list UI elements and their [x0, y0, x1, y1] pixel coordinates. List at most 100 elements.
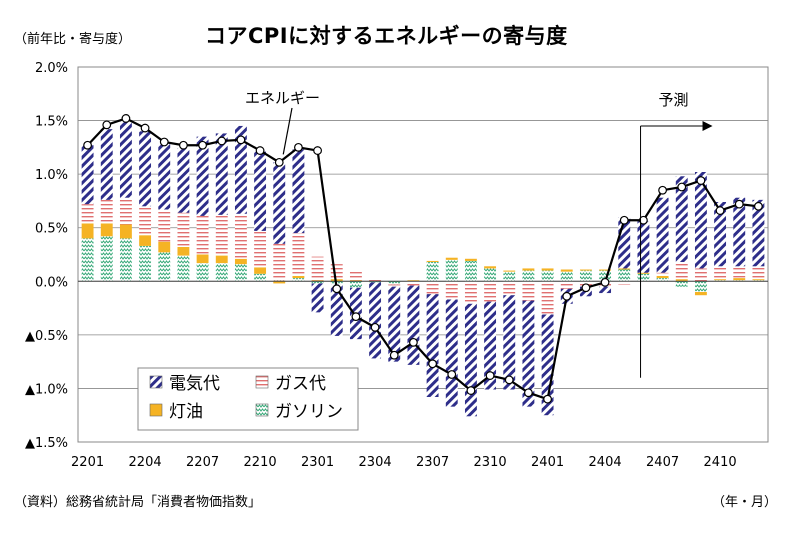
annotation-forecast-label: 予測	[659, 91, 689, 109]
bar-kerosene	[234, 258, 247, 265]
bar-electricity	[752, 199, 765, 267]
bar-electricity	[177, 148, 190, 213]
bar-kerosene	[541, 268, 554, 271]
bar-kerosene	[139, 235, 152, 246]
bar-gas	[560, 281, 573, 289]
x-tick-label: 2401	[531, 455, 564, 470]
bar-kerosene	[445, 257, 458, 260]
energy-point	[313, 146, 322, 155]
bar-kerosene	[100, 223, 113, 237]
bar-gasoline	[234, 264, 247, 282]
bar-gas	[292, 233, 305, 276]
bar-electricity	[618, 217, 631, 269]
bar-electricity	[464, 303, 477, 417]
bar-gasoline	[503, 271, 516, 282]
bar-gasoline	[599, 270, 612, 282]
bar-kerosene	[714, 279, 727, 281]
energy-point	[600, 277, 610, 287]
bar-gasoline	[177, 255, 190, 282]
x-tick-label: 2410	[704, 455, 737, 470]
bar-electricity	[388, 286, 401, 362]
bar-kerosene	[752, 279, 765, 281]
bar-kerosene	[599, 269, 612, 271]
x-tick-label: 2207	[186, 455, 219, 470]
energy-point	[677, 182, 687, 192]
bar-kerosene	[503, 270, 516, 272]
bar-electricity	[369, 282, 382, 359]
bar-kerosene	[522, 268, 535, 271]
y-axis-unit-label: （前年比・寄与度）	[14, 32, 132, 47]
bar-gasoline	[349, 281, 362, 288]
energy-point	[524, 388, 533, 398]
energy-point	[581, 283, 591, 293]
bar-gas	[254, 230, 267, 268]
x-tick-label: 2204	[129, 455, 162, 470]
bar-kerosene	[694, 292, 707, 296]
bar-gas	[675, 262, 688, 280]
y-tick-label: 1.0%	[35, 168, 68, 183]
bar-gasoline	[388, 281, 401, 285]
bar-kerosene	[119, 224, 132, 239]
bar-gas	[234, 213, 247, 259]
energy-point	[179, 140, 188, 150]
bar-electricity	[522, 300, 535, 407]
y-tick-label: 1.5%	[35, 115, 68, 130]
bar-kerosene	[158, 241, 171, 253]
bar-electricity	[637, 221, 650, 273]
bar-electricity	[599, 286, 612, 294]
chart-title: コアCPIに対するエネルギーの寄与度	[205, 24, 568, 48]
energy-point	[696, 176, 706, 185]
bar-gas	[100, 199, 113, 224]
legend-label-electricity: 電気代	[169, 374, 220, 394]
bar-gasoline	[81, 238, 94, 282]
x-tick-label: 2304	[359, 455, 392, 470]
bar-gas	[522, 281, 535, 301]
bar-kerosene	[675, 279, 688, 282]
energy-point	[562, 291, 572, 301]
bar-kerosene	[254, 267, 267, 274]
bar-electricity	[330, 284, 343, 336]
bar-electricity	[426, 294, 439, 397]
bar-gasoline	[464, 260, 477, 282]
bar-kerosene	[196, 254, 209, 264]
energy-point	[466, 386, 476, 395]
energy-point	[734, 199, 744, 209]
y-tick-label: ▲1.0%	[25, 382, 68, 397]
energy-point	[619, 215, 629, 225]
bar-gasoline	[541, 270, 554, 282]
energy-point	[389, 350, 399, 360]
bar-gas	[694, 268, 707, 282]
bar-gas	[541, 281, 554, 315]
energy-point	[485, 371, 495, 380]
bar-gas	[311, 256, 324, 281]
bar-gasoline	[426, 262, 439, 282]
x-tick-label: 2301	[301, 455, 334, 470]
x-tick-label: 2404	[589, 455, 622, 470]
energy-point	[83, 140, 92, 150]
bar-gas	[330, 264, 343, 280]
bar-kerosene	[618, 268, 631, 270]
bar-electricity	[407, 285, 420, 365]
legend-label-gas: ガス代	[275, 374, 326, 394]
energy-point	[121, 114, 131, 123]
bar-gas	[656, 272, 669, 276]
bar-electricity	[484, 301, 497, 390]
bar-gas	[464, 281, 477, 304]
bar-electricity	[445, 299, 458, 407]
bar-electricity	[311, 283, 324, 313]
bar-electricity	[196, 136, 209, 216]
bar-kerosene	[349, 280, 362, 282]
bar-electricity	[139, 131, 152, 207]
energy-point	[370, 322, 380, 332]
energy-point	[504, 375, 514, 385]
bar-gasoline	[522, 270, 535, 282]
bar-electricity	[119, 120, 132, 198]
legend-swatch-gas	[255, 375, 269, 389]
bar-gasoline	[752, 280, 765, 282]
bar-gas	[752, 266, 765, 280]
bar-gas	[215, 214, 228, 256]
bar-gasoline	[714, 280, 727, 282]
bar-kerosene	[484, 266, 497, 269]
x-tick-label: 2407	[646, 455, 679, 470]
